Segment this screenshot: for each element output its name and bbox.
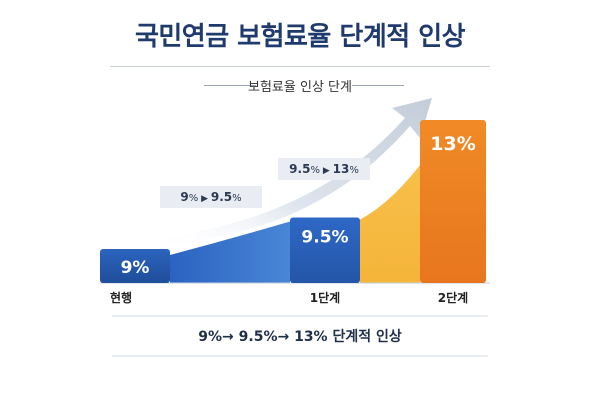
subtitle-line-right [352, 85, 404, 86]
step-callout-box-1 [278, 158, 370, 180]
bar-step1-value-label: 9.5% [301, 227, 348, 247]
category-label-0: 현행 [110, 290, 132, 305]
area-current-to-step1 [170, 221, 290, 283]
chart-title: 국민연금 보험료율 단계적 인상 [134, 22, 466, 52]
category-label-1: 1단계 [310, 290, 340, 305]
bar-step1 [290, 217, 360, 283]
title-divider [110, 66, 490, 67]
bar-step2 [420, 120, 486, 283]
step-callout-box-0 [160, 186, 262, 208]
area-step1-to-step2 [360, 165, 420, 283]
category-label-2: 2단계 [438, 290, 468, 305]
step-callout-label-0: 9% ▶ 9.5% [180, 190, 241, 204]
step-callout-label-1: 9.5% ▶ 13% [289, 162, 359, 176]
bar-current [100, 249, 170, 283]
bar-step2-value-label: 13% [430, 133, 475, 155]
bar-current-value-label: 9% [121, 258, 150, 278]
subtitle-line-left [204, 85, 256, 86]
chart-subtitle: 보험료율 인상 단계 [248, 80, 352, 95]
footer-summary: 9%→ 9.5%→ 13% 단계적 인상 [198, 328, 402, 345]
growth-arrow [150, 98, 432, 246]
